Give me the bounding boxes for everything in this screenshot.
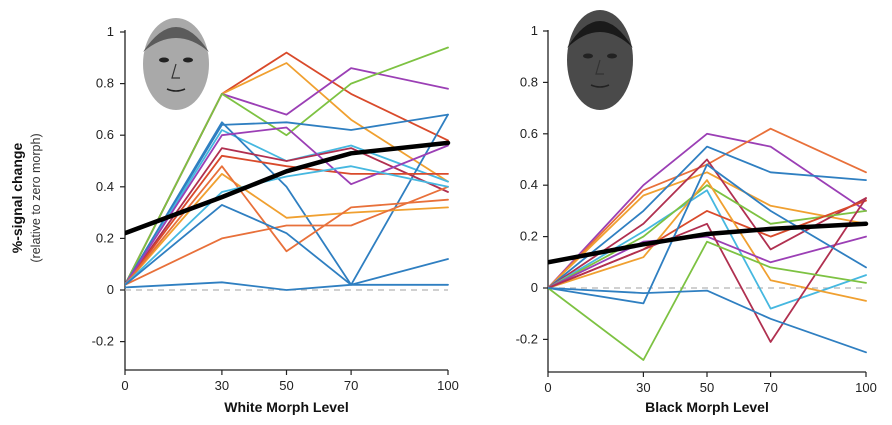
y-tick-label: 0 (531, 280, 538, 295)
subject-series-line-1 (548, 132, 867, 289)
subject-series-line-11 (548, 197, 867, 343)
x-tick-label: 30 (215, 378, 229, 393)
y-tick-label: 0.2 (520, 229, 538, 244)
y-tick-label: 0.8 (520, 74, 538, 89)
subject-series-line-14 (125, 165, 449, 286)
subject-series-line-3 (548, 171, 867, 289)
black-face-photo-icon (567, 10, 633, 110)
y-tick-label: 0.8 (96, 76, 114, 91)
mouth (166, 88, 186, 92)
mean-series-line (125, 140, 451, 236)
mean-series-line (548, 221, 869, 265)
x-tick-label: 0 (121, 378, 128, 393)
right-eye (183, 57, 193, 63)
subject-series-line-13 (548, 240, 867, 361)
right-eye (607, 53, 617, 59)
subject-series-line-7 (548, 184, 867, 289)
mouth (590, 84, 610, 88)
subject-series-line-12 (125, 165, 449, 286)
subject-series-line-15 (125, 203, 449, 286)
y-axis-label: %-signal change (9, 143, 25, 254)
x-tick-label: 100 (437, 378, 459, 393)
y-tick-label: 0 (107, 282, 114, 297)
subject-series-line-12 (548, 163, 867, 305)
subject-series-line-7 (125, 113, 449, 286)
x-tick-label: 30 (636, 380, 650, 395)
x-tick-label: 100 (855, 380, 877, 395)
y-tick-label: 0.2 (96, 230, 114, 245)
nose (595, 59, 604, 75)
y-axis-sublabel: (relative to zero morph) (29, 133, 43, 262)
nose (171, 63, 180, 79)
x-tick-label: 70 (344, 378, 358, 393)
x-tick-label: 50 (279, 378, 293, 393)
x-tick-label: 70 (763, 380, 777, 395)
subject-series-line-9 (548, 179, 867, 302)
white-face-photo-icon (143, 18, 209, 110)
subject-series-line-14 (548, 287, 867, 354)
y-tick-label: 0.4 (520, 177, 538, 192)
y-tick-label: 1 (531, 23, 538, 38)
x-tick-label: 0 (544, 380, 551, 395)
subject-series-line-5 (548, 158, 867, 289)
y-tick-label: 0.6 (96, 127, 114, 142)
subject-series-line-10 (125, 126, 449, 286)
subject-series-line-4 (548, 145, 867, 289)
left-eye (159, 57, 169, 63)
subject-series-line-8 (125, 147, 449, 286)
x-axis-label: Black Morph Level (645, 399, 769, 415)
y-tick-label: -0.2 (516, 331, 538, 346)
y-tick-label: 0.4 (96, 179, 114, 194)
subject-series-line-10 (548, 235, 867, 289)
subject-series-line-4 (125, 46, 449, 286)
y-tick-label: 1 (107, 24, 114, 39)
hair-shape (143, 27, 209, 52)
series-group (125, 46, 451, 291)
x-axis-label: White Morph Level (224, 399, 348, 415)
subject-series-line-16 (125, 281, 449, 291)
y-tick-label: -0.2 (92, 334, 114, 349)
subject-series-line-13 (125, 185, 449, 286)
subject-series-line-9 (125, 154, 449, 286)
left-eye (583, 53, 593, 59)
series-group (548, 127, 869, 361)
x-tick-label: 50 (700, 380, 714, 395)
y-tick-label: 0.6 (520, 126, 538, 141)
hair-shape (567, 21, 633, 48)
